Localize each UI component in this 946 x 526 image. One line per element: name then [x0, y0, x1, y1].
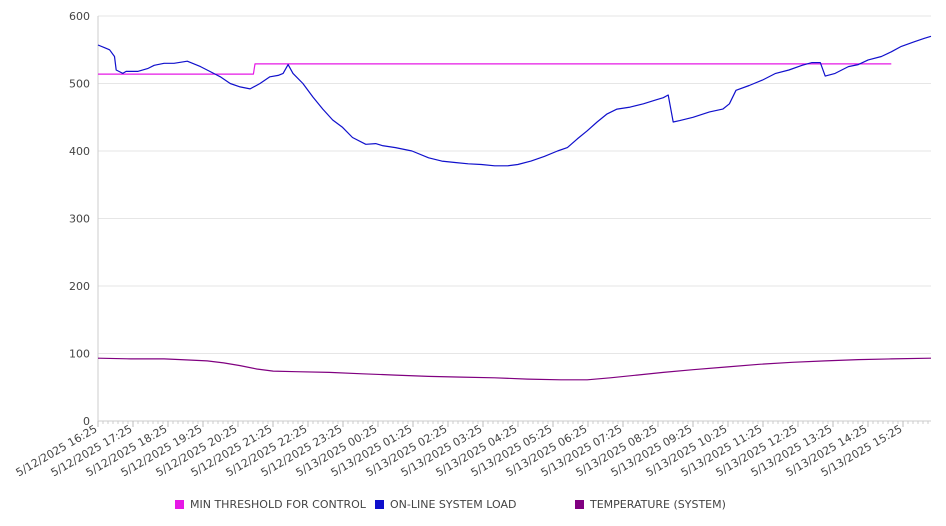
series-line-2	[97, 357, 932, 381]
legend-label: MIN THRESHOLD FOR CONTROL	[190, 498, 366, 511]
legend: MIN THRESHOLD FOR CONTROL ON-LINE SYSTEM…	[0, 498, 946, 514]
legend-swatch	[375, 500, 384, 509]
y-tick-label: 0	[83, 415, 90, 428]
series-line-1	[97, 35, 932, 167]
legend-item-min-threshold[interactable]: MIN THRESHOLD FOR CONTROL	[175, 498, 366, 511]
legend-swatch	[575, 500, 584, 509]
y-tick-label: 600	[69, 10, 90, 23]
y-tick-label: 200	[69, 280, 90, 293]
legend-item-temperature[interactable]: TEMPERATURE (SYSTEM)	[575, 498, 726, 511]
y-tick-label: 500	[69, 78, 90, 91]
y-tick-label: 100	[69, 348, 90, 361]
y-tick-label: 400	[69, 145, 90, 158]
series-line-0	[98, 63, 892, 75]
y-tick-label: 300	[69, 213, 90, 226]
grid-lines	[98, 15, 931, 422]
y-axis: 0 100 200 300 400 500 600	[69, 10, 99, 428]
series-lines	[97, 35, 932, 381]
legend-label: TEMPERATURE (SYSTEM)	[590, 498, 726, 511]
legend-swatch	[175, 500, 184, 509]
legend-item-system-load[interactable]: ON-LINE SYSTEM LOAD	[375, 498, 516, 511]
legend-label: ON-LINE SYSTEM LOAD	[390, 498, 517, 511]
x-axis: 5/12/2025 16:255/12/2025 17:255/12/2025 …	[14, 420, 931, 479]
